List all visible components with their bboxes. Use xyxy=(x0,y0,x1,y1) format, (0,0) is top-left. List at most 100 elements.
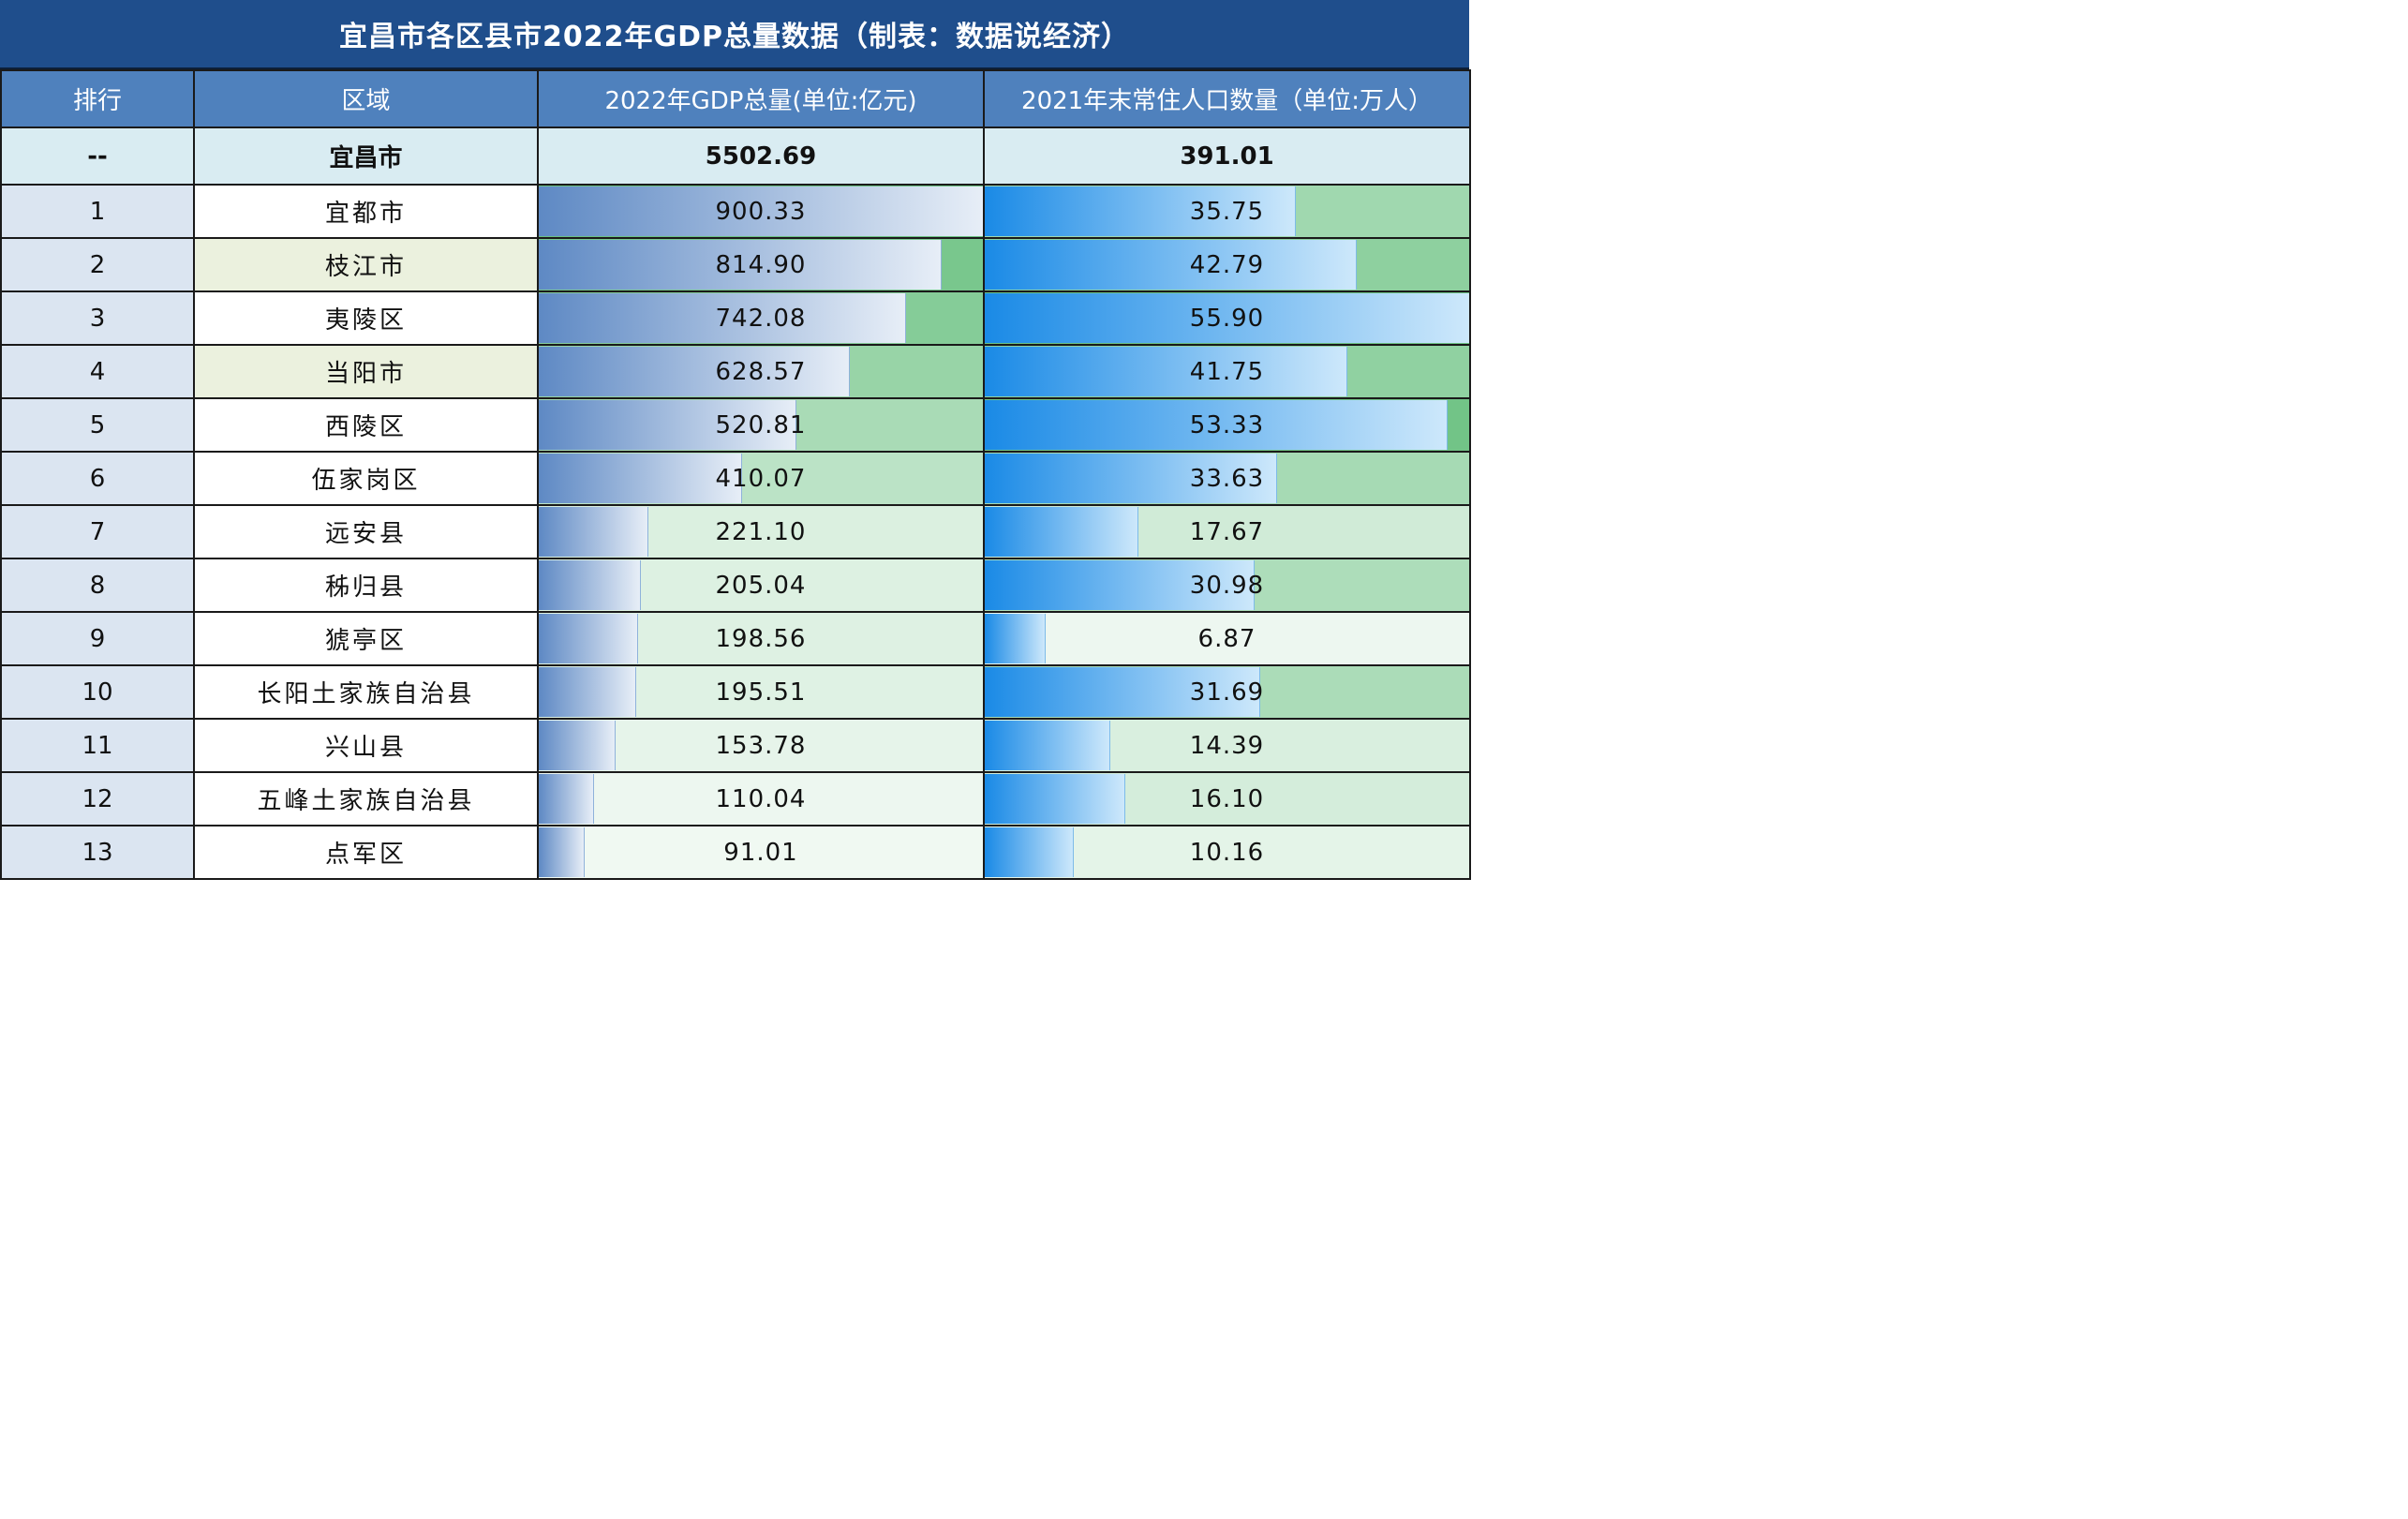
gdp-cell[interactable]: 153.78 xyxy=(537,718,985,773)
table-row: 1 宜都市 900.33 35.75 xyxy=(0,184,1471,239)
gdp-value: 110.04 xyxy=(715,784,807,813)
gdp-cell[interactable]: 814.90 xyxy=(537,237,985,292)
header-region[interactable]: 区域 xyxy=(193,69,539,128)
rank-cell[interactable]: 3 xyxy=(0,290,195,346)
population-cell[interactable]: 42.79 xyxy=(983,237,1471,292)
table-row: 6 伍家岗区 410.07 33.63 xyxy=(0,451,1471,506)
population-bar xyxy=(986,774,1125,824)
population-cell[interactable]: 33.63 xyxy=(983,451,1471,506)
population-cell[interactable]: 35.75 xyxy=(983,184,1471,239)
header-population[interactable]: 2021年末常住人口数量（单位:万人） xyxy=(983,69,1471,128)
gdp-bar xyxy=(540,827,585,877)
rank-cell[interactable]: 2 xyxy=(0,237,195,292)
rank-cell[interactable]: 8 xyxy=(0,558,195,613)
population-value: 35.75 xyxy=(1189,197,1265,226)
gdp-value: 205.04 xyxy=(715,571,807,600)
population-cell[interactable]: 53.33 xyxy=(983,397,1471,453)
region-cell[interactable]: 西陵区 xyxy=(193,397,539,453)
rank-cell[interactable]: 12 xyxy=(0,771,195,827)
population-bar xyxy=(986,667,1261,717)
region-cell[interactable]: 枝江市 xyxy=(193,237,539,292)
rank-cell[interactable]: 10 xyxy=(0,664,195,720)
region-cell[interactable]: 点军区 xyxy=(193,825,539,880)
gdp-cell[interactable]: 221.10 xyxy=(537,504,985,559)
population-value: 30.98 xyxy=(1189,571,1265,600)
gdp-value: 410.07 xyxy=(715,464,807,493)
gdp-cell[interactable]: 900.33 xyxy=(537,184,985,239)
region-cell[interactable]: 兴山县 xyxy=(193,718,539,773)
total-region[interactable]: 宜昌市 xyxy=(193,127,539,186)
rank-cell[interactable]: 11 xyxy=(0,718,195,773)
population-cell[interactable]: 31.69 xyxy=(983,664,1471,720)
gdp-value: 153.78 xyxy=(715,731,807,760)
region-cell[interactable]: 五峰土家族自治县 xyxy=(193,771,539,827)
population-value: 42.79 xyxy=(1189,250,1265,279)
table-row: 12 五峰土家族自治县 110.04 16.10 xyxy=(0,771,1471,827)
region-cell[interactable]: 当阳市 xyxy=(193,344,539,399)
gdp-bar xyxy=(540,667,636,717)
population-cell[interactable]: 41.75 xyxy=(983,344,1471,399)
gdp-bar xyxy=(540,507,649,557)
gdp-value: 814.90 xyxy=(715,250,807,279)
region-cell[interactable]: 长阳土家族自治县 xyxy=(193,664,539,720)
table-row: 8 秭归县 205.04 30.98 xyxy=(0,558,1471,613)
gdp-bar xyxy=(540,614,638,663)
gdp-bar xyxy=(540,186,982,236)
gdp-value: 520.81 xyxy=(715,410,807,439)
total-population[interactable]: 391.01 xyxy=(983,127,1471,186)
rank-cell[interactable]: 4 xyxy=(0,344,195,399)
region-cell[interactable]: 夷陵区 xyxy=(193,290,539,346)
region-cell[interactable]: 伍家岗区 xyxy=(193,451,539,506)
population-bar xyxy=(986,293,1468,343)
region-cell[interactable]: 远安县 xyxy=(193,504,539,559)
gdp-value: 198.56 xyxy=(715,624,807,653)
total-rank[interactable]: -- xyxy=(0,127,195,186)
population-cell[interactable]: 30.98 xyxy=(983,558,1471,613)
gdp-value: 628.57 xyxy=(715,357,807,386)
table-row: 10 长阳土家族自治县 195.51 31.69 xyxy=(0,664,1471,720)
population-bar xyxy=(986,454,1278,503)
table-row: 9 猇亭区 198.56 6.87 xyxy=(0,611,1471,666)
population-bar xyxy=(986,347,1348,396)
header-gdp[interactable]: 2022年GDP总量(单位:亿元) xyxy=(537,69,985,128)
total-gdp[interactable]: 5502.69 xyxy=(537,127,985,186)
gdp-cell[interactable]: 110.04 xyxy=(537,771,985,827)
rank-cell[interactable]: 13 xyxy=(0,825,195,880)
gdp-cell[interactable]: 628.57 xyxy=(537,344,985,399)
gdp-bar xyxy=(540,774,594,824)
population-cell[interactable]: 16.10 xyxy=(983,771,1471,827)
gdp-cell[interactable]: 410.07 xyxy=(537,451,985,506)
population-value: 55.90 xyxy=(1189,304,1265,333)
gdp-cell[interactable]: 195.51 xyxy=(537,664,985,720)
rank-cell[interactable]: 5 xyxy=(0,397,195,453)
population-cell[interactable]: 55.90 xyxy=(983,290,1471,346)
gdp-value: 900.33 xyxy=(715,197,807,226)
table-title: 宜昌市各区县市2022年GDP总量数据（制表：数据说经济） xyxy=(0,0,1469,69)
population-cell[interactable]: 14.39 xyxy=(983,718,1471,773)
population-cell[interactable]: 10.16 xyxy=(983,825,1471,880)
gdp-bar xyxy=(540,347,850,396)
gdp-cell[interactable]: 205.04 xyxy=(537,558,985,613)
rank-cell[interactable]: 9 xyxy=(0,611,195,666)
population-cell[interactable]: 17.67 xyxy=(983,504,1471,559)
rank-cell[interactable]: 1 xyxy=(0,184,195,239)
table-row: 4 当阳市 628.57 41.75 xyxy=(0,344,1471,399)
gdp-bar xyxy=(540,454,742,503)
region-cell[interactable]: 猇亭区 xyxy=(193,611,539,666)
population-bar xyxy=(986,721,1111,770)
gdp-cell[interactable]: 198.56 xyxy=(537,611,985,666)
rank-cell[interactable]: 6 xyxy=(0,451,195,506)
gdp-cell[interactable]: 742.08 xyxy=(537,290,985,346)
population-value: 16.10 xyxy=(1189,784,1265,813)
population-bar xyxy=(986,827,1074,877)
gdp-bar xyxy=(540,293,906,343)
population-value: 33.63 xyxy=(1189,464,1265,493)
header-rank[interactable]: 排行 xyxy=(0,69,195,128)
rank-cell[interactable]: 7 xyxy=(0,504,195,559)
region-cell[interactable]: 秭归县 xyxy=(193,558,539,613)
gdp-cell[interactable]: 520.81 xyxy=(537,397,985,453)
gdp-cell[interactable]: 91.01 xyxy=(537,825,985,880)
total-row: -- 宜昌市 5502.69 391.01 xyxy=(0,127,1471,186)
region-cell[interactable]: 宜都市 xyxy=(193,184,539,239)
population-cell[interactable]: 6.87 xyxy=(983,611,1471,666)
